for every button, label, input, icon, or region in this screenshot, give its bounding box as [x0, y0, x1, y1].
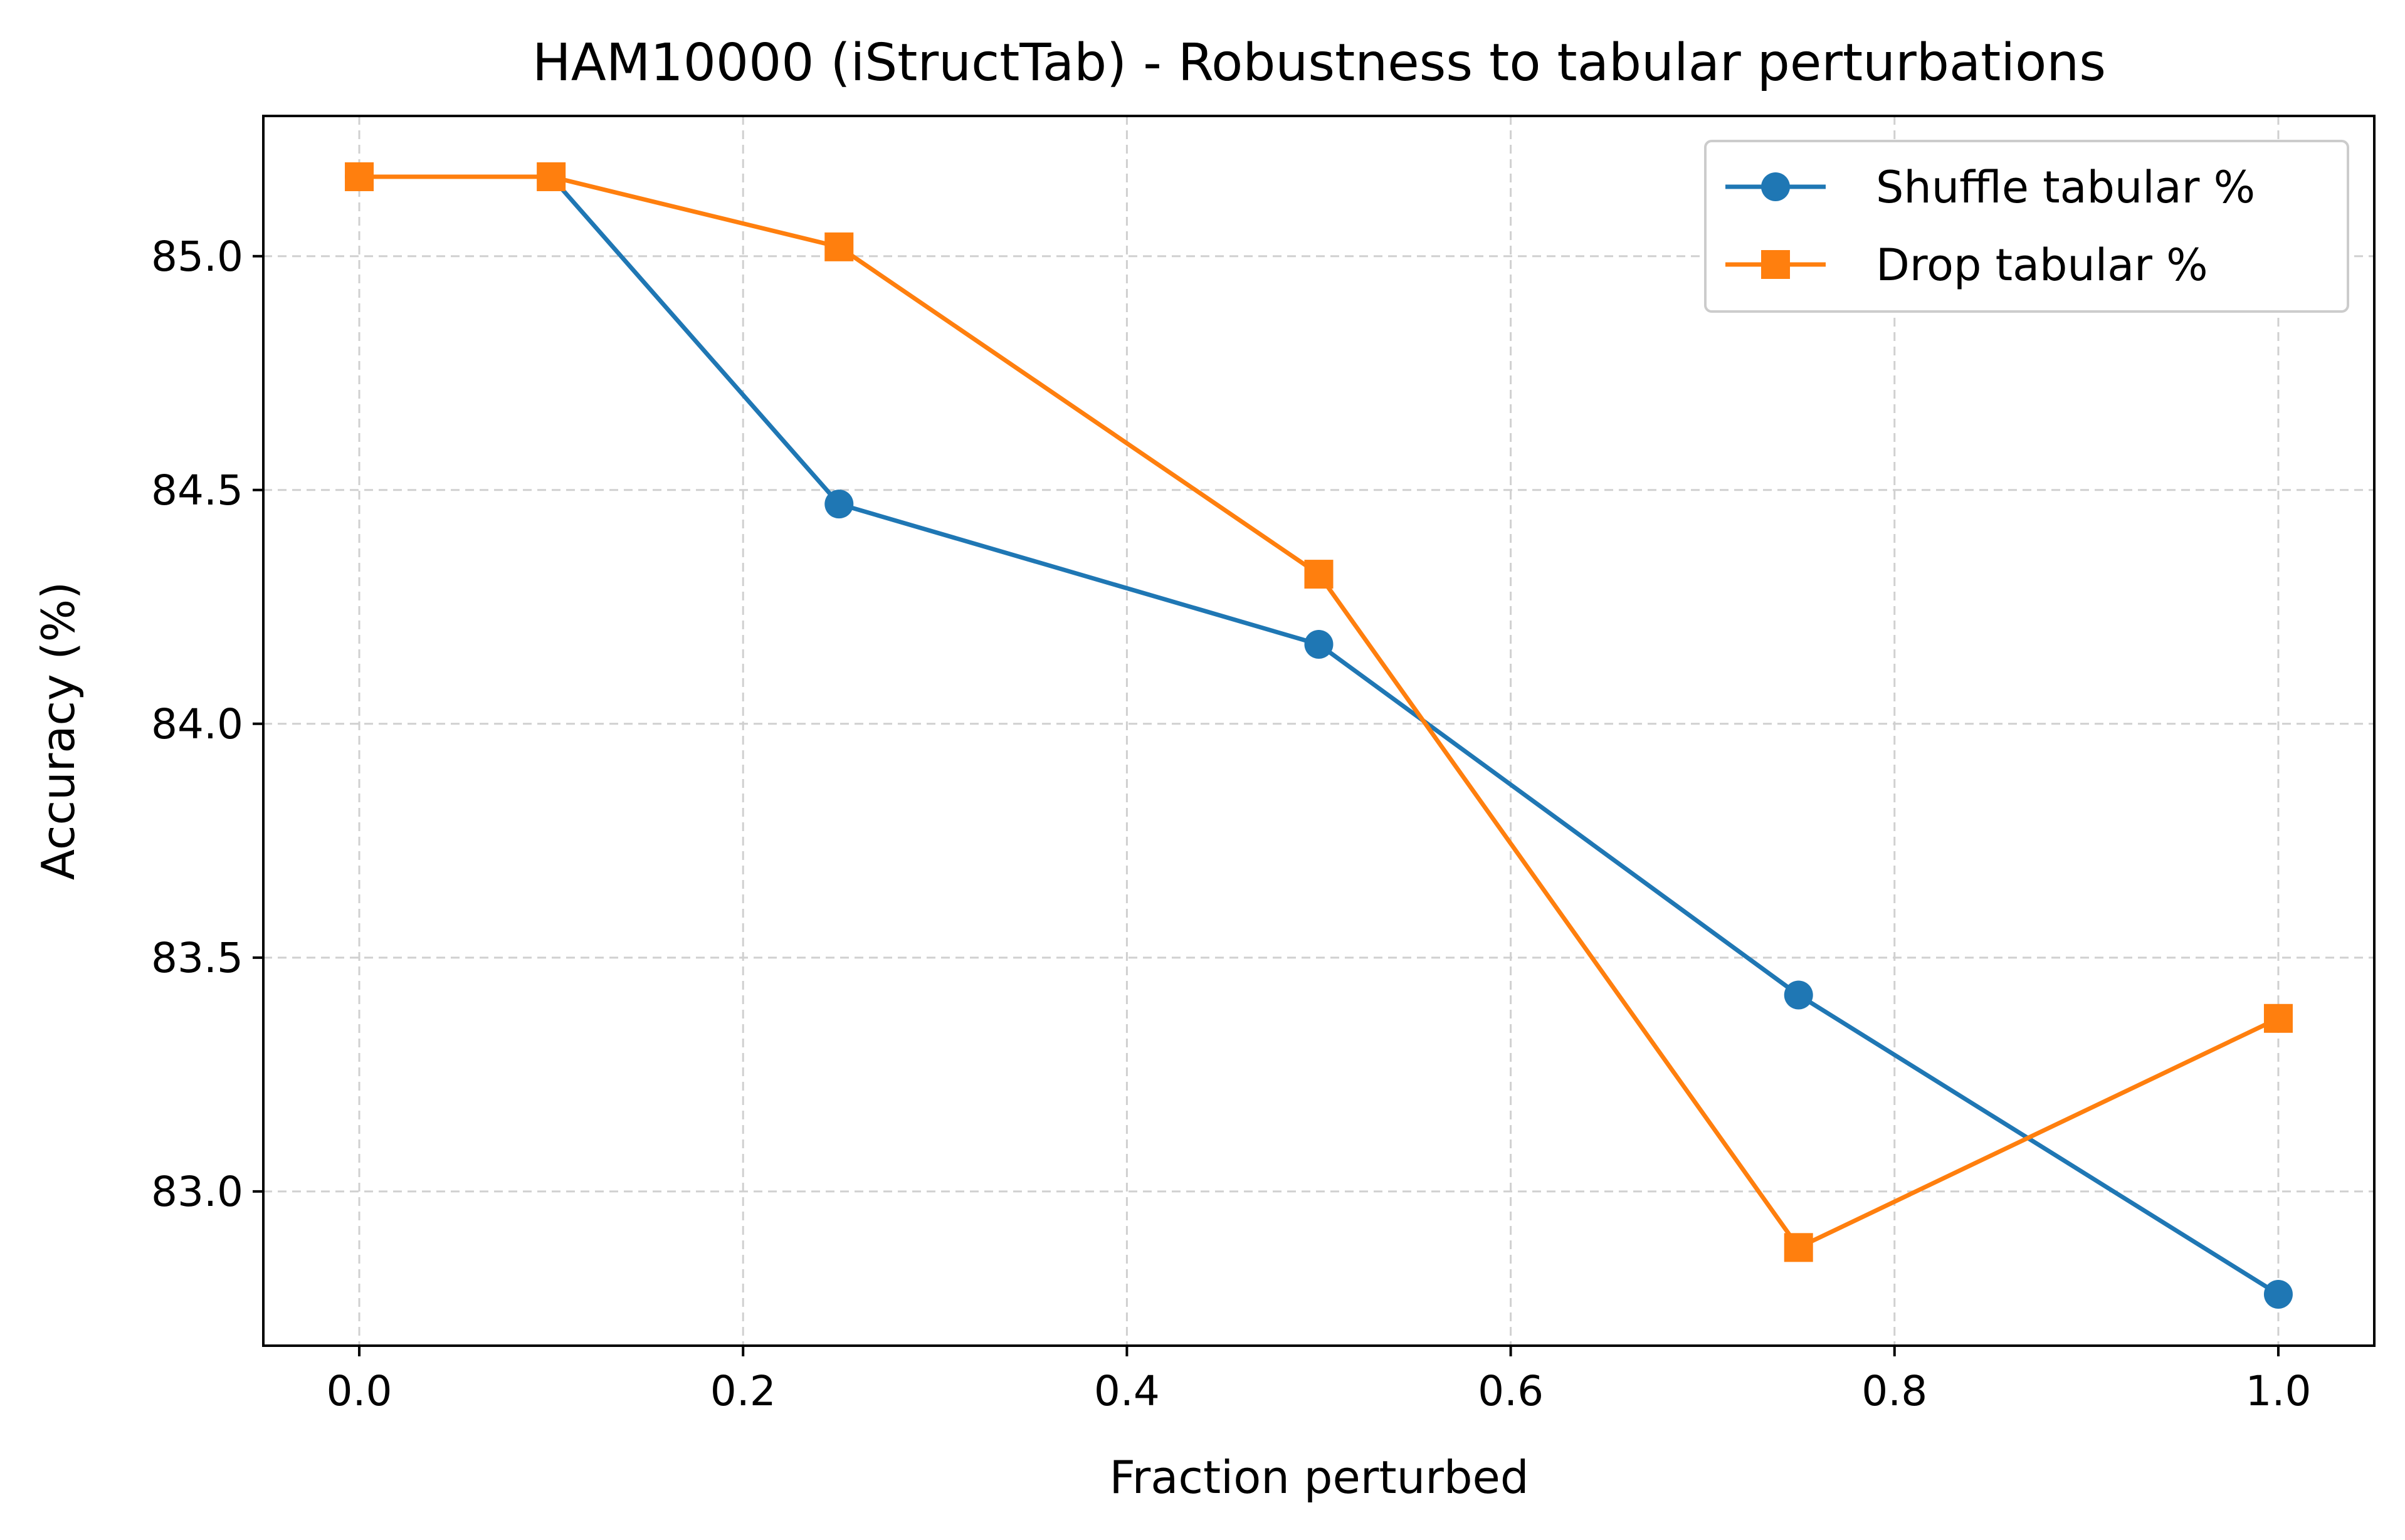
y-tick-label: 83.5 — [151, 934, 243, 982]
circle-marker — [824, 490, 854, 519]
axis-ticks: 0.0 0.2 0.4 0.6 0.8 1.0 83.0 83.5 84.0 84.5 85.0 — [151, 233, 2311, 1415]
circle-marker — [1784, 980, 1813, 1010]
grid-lines — [263, 116, 2374, 1346]
y-tick-label: 85.0 — [151, 233, 243, 281]
series-line — [357, 174, 2281, 1250]
legend-frame — [1704, 140, 2349, 313]
legend-entry: Shuffle tabular % — [1725, 162, 2255, 213]
legend-marker — [1761, 172, 1790, 201]
square-marker — [537, 162, 566, 191]
circle-marker — [1304, 629, 1334, 659]
legend-label: Shuffle tabular % — [1876, 162, 2255, 213]
square-marker — [2263, 1003, 2293, 1033]
y-axis-label: Accuracy (%) — [32, 582, 85, 880]
series-2 — [345, 162, 2293, 1262]
x-tick-label: 0.0 — [327, 1367, 392, 1415]
square-marker — [1784, 1233, 1813, 1262]
legend-marker — [1761, 250, 1790, 279]
square-marker — [1304, 560, 1334, 589]
legend: Shuffle tabular % Drop tabular % — [1704, 140, 2349, 313]
legend-entry: Drop tabular % — [1725, 239, 2208, 291]
legend-label: Drop tabular % — [1876, 239, 2208, 291]
x-tick-label: 0.2 — [710, 1367, 776, 1415]
x-tick-label: 1.0 — [2245, 1367, 2311, 1415]
x-tick-label: 0.8 — [1861, 1367, 1927, 1415]
square-marker — [824, 232, 854, 261]
plot-series — [345, 162, 2293, 1309]
legend-items: Shuffle tabular % Drop tabular % — [1725, 162, 2255, 291]
plot-area-frame — [262, 115, 2376, 1347]
square-marker — [345, 162, 374, 191]
chart-title: HAM10000 (iStructTab) - Robustness to ta… — [532, 33, 2106, 93]
y-tick-label: 84.5 — [151, 466, 243, 515]
x-tick-label: 0.6 — [1478, 1367, 1544, 1415]
x-axis-label: Fraction perturbed — [1109, 1451, 1529, 1504]
circle-marker — [2263, 1279, 2293, 1309]
y-tick-label: 84.0 — [151, 700, 243, 748]
y-tick-label: 83.0 — [151, 1168, 243, 1216]
x-tick-label: 0.4 — [1094, 1367, 1160, 1415]
